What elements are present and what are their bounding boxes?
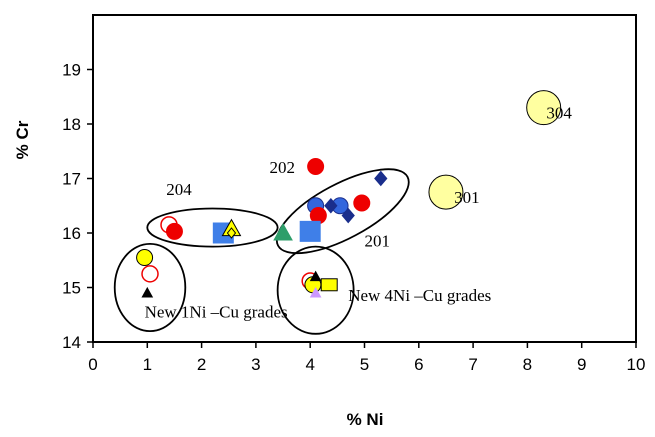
data-point xyxy=(353,194,371,212)
x-tick-label: 7 xyxy=(468,355,477,374)
data-point xyxy=(141,265,159,283)
data-point xyxy=(428,174,464,210)
x-tick-label: 6 xyxy=(414,355,423,374)
x-tick-label: 3 xyxy=(251,355,260,374)
group-ellipse xyxy=(275,168,410,255)
x-tick-label: 0 xyxy=(88,355,97,374)
x-axis-title: % Ni xyxy=(347,410,384,429)
x-tick-label: 10 xyxy=(627,355,646,374)
data-points xyxy=(136,90,562,298)
annotation-label: 201 xyxy=(365,232,391,251)
annotation-label: New 1Ni –Cu grades xyxy=(145,302,288,321)
data-point xyxy=(309,270,322,282)
y-axis-title: % Cr xyxy=(13,120,32,159)
data-point xyxy=(141,286,154,298)
y-tick-label: 19 xyxy=(62,61,81,80)
data-point xyxy=(273,222,293,241)
y-tick-label: 17 xyxy=(62,170,81,189)
data-point xyxy=(299,220,321,242)
x-tick-label: 8 xyxy=(523,355,532,374)
group-ellipses xyxy=(113,168,410,335)
data-point xyxy=(374,170,388,187)
data-point xyxy=(165,222,183,240)
x-tick-label: 4 xyxy=(305,355,314,374)
data-point xyxy=(136,249,154,267)
data-point xyxy=(324,197,338,214)
y-tick-label: 16 xyxy=(62,224,81,243)
annotation-label: 202 xyxy=(269,158,295,177)
x-axis-ticks: 0 1 2 3 4 5 6 7 8 9 10 xyxy=(88,342,645,374)
annotation-label: 304 xyxy=(546,104,572,123)
y-axis-ticks: 14 15 16 17 18 19 xyxy=(62,61,93,352)
data-point xyxy=(341,207,355,224)
x-tick-label: 5 xyxy=(360,355,369,374)
annotation-label: 301 xyxy=(454,188,480,207)
annotation-label: New 4Ni –Cu grades xyxy=(348,286,491,305)
group-ellipse xyxy=(146,207,279,248)
y-tick-label: 14 xyxy=(62,333,81,352)
x-tick-label: 2 xyxy=(197,355,206,374)
data-point xyxy=(526,90,562,126)
data-point xyxy=(226,227,237,239)
data-point xyxy=(309,286,322,298)
x-tick-label: 9 xyxy=(577,355,586,374)
annotations: 304 301 202 204 201 New 4Ni –Cu grades New 1Ni… xyxy=(145,104,573,322)
group-ellipse xyxy=(113,242,187,332)
annotation-label: 204 xyxy=(166,180,192,199)
y-tick-label: 15 xyxy=(62,279,81,298)
data-point xyxy=(320,278,338,292)
data-point xyxy=(307,158,325,176)
group-ellipse xyxy=(276,245,355,335)
y-tick-label: 18 xyxy=(62,115,81,134)
x-tick-label: 1 xyxy=(143,355,152,374)
